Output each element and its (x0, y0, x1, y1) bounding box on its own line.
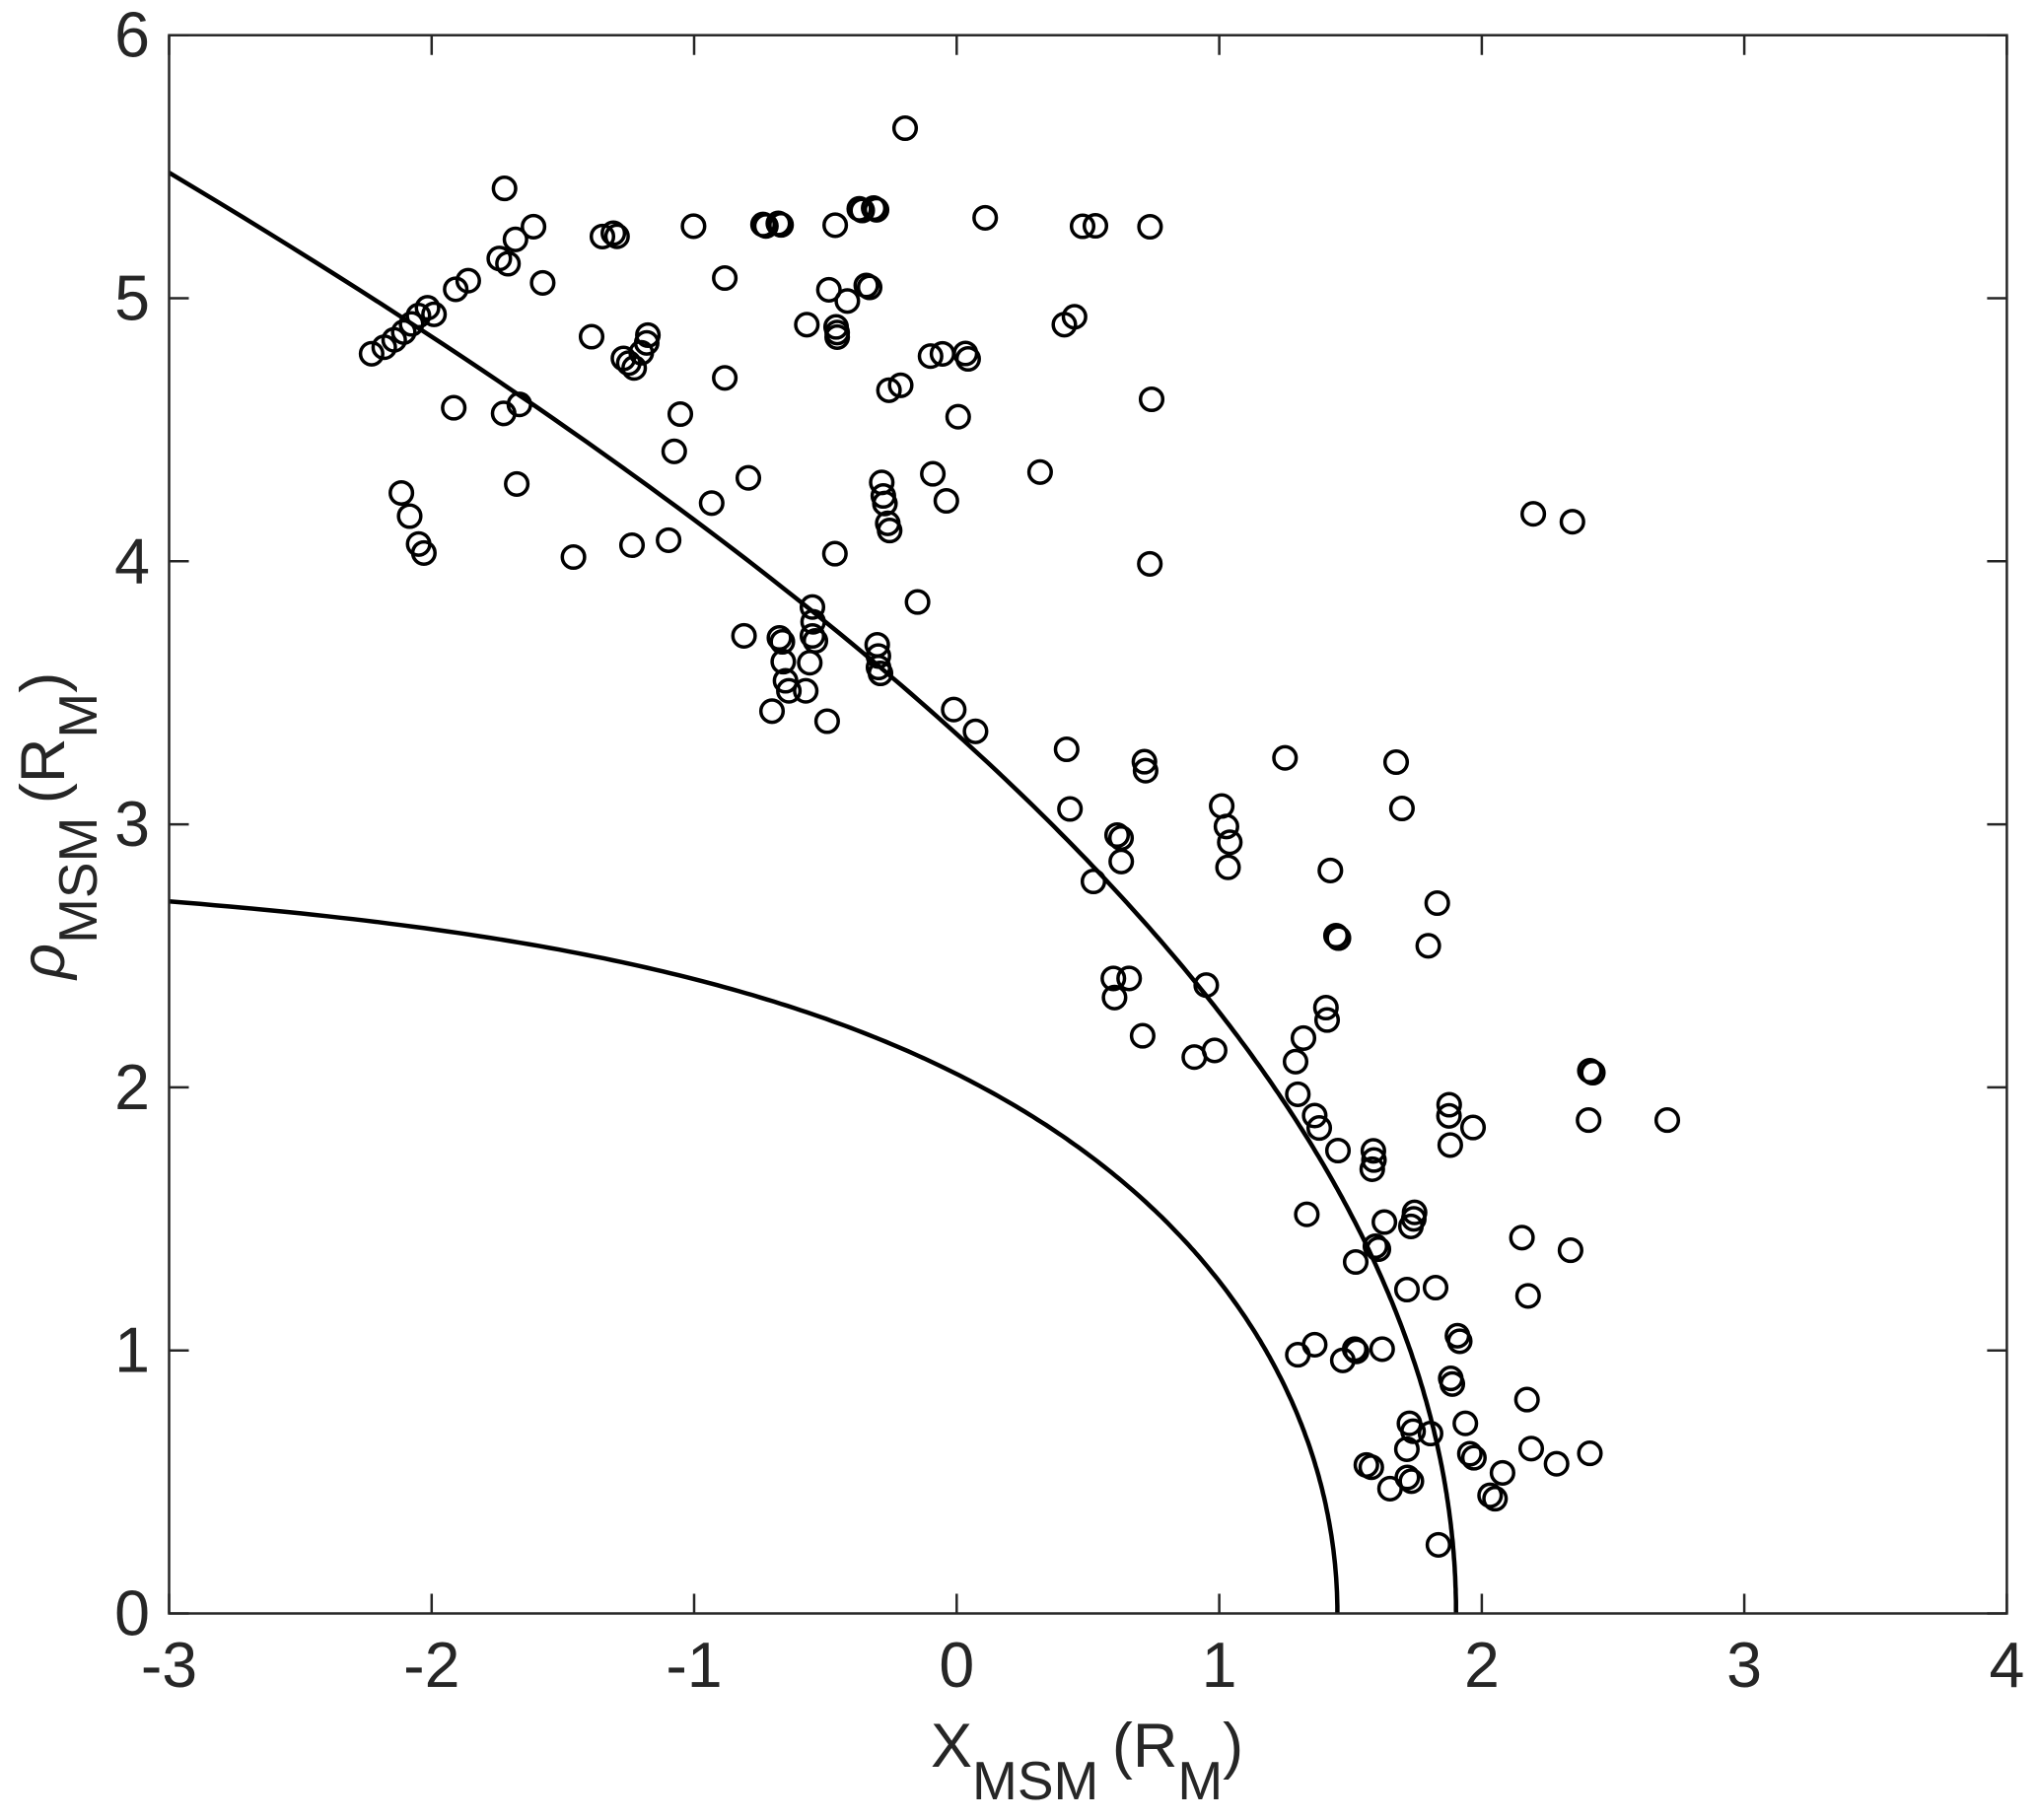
svg-text:3: 3 (114, 789, 150, 860)
svg-text:4: 4 (1989, 1630, 2024, 1701)
svg-text:0: 0 (114, 1578, 150, 1649)
svg-text:4: 4 (114, 525, 150, 596)
svg-text:ρMSM (RM): ρMSM (RM) (9, 672, 108, 981)
svg-text:5: 5 (114, 263, 150, 334)
svg-text:0: 0 (939, 1630, 974, 1701)
svg-text:-2: -2 (403, 1630, 459, 1701)
svg-text:3: 3 (1726, 1630, 1762, 1701)
svg-text:2: 2 (1464, 1630, 1500, 1701)
svg-text:-3: -3 (141, 1630, 197, 1701)
svg-text:2: 2 (114, 1052, 150, 1123)
svg-text:1: 1 (1202, 1630, 1237, 1701)
svg-text:-1: -1 (666, 1630, 722, 1701)
svg-text:6: 6 (114, 0, 150, 71)
svg-text:1: 1 (114, 1315, 150, 1386)
